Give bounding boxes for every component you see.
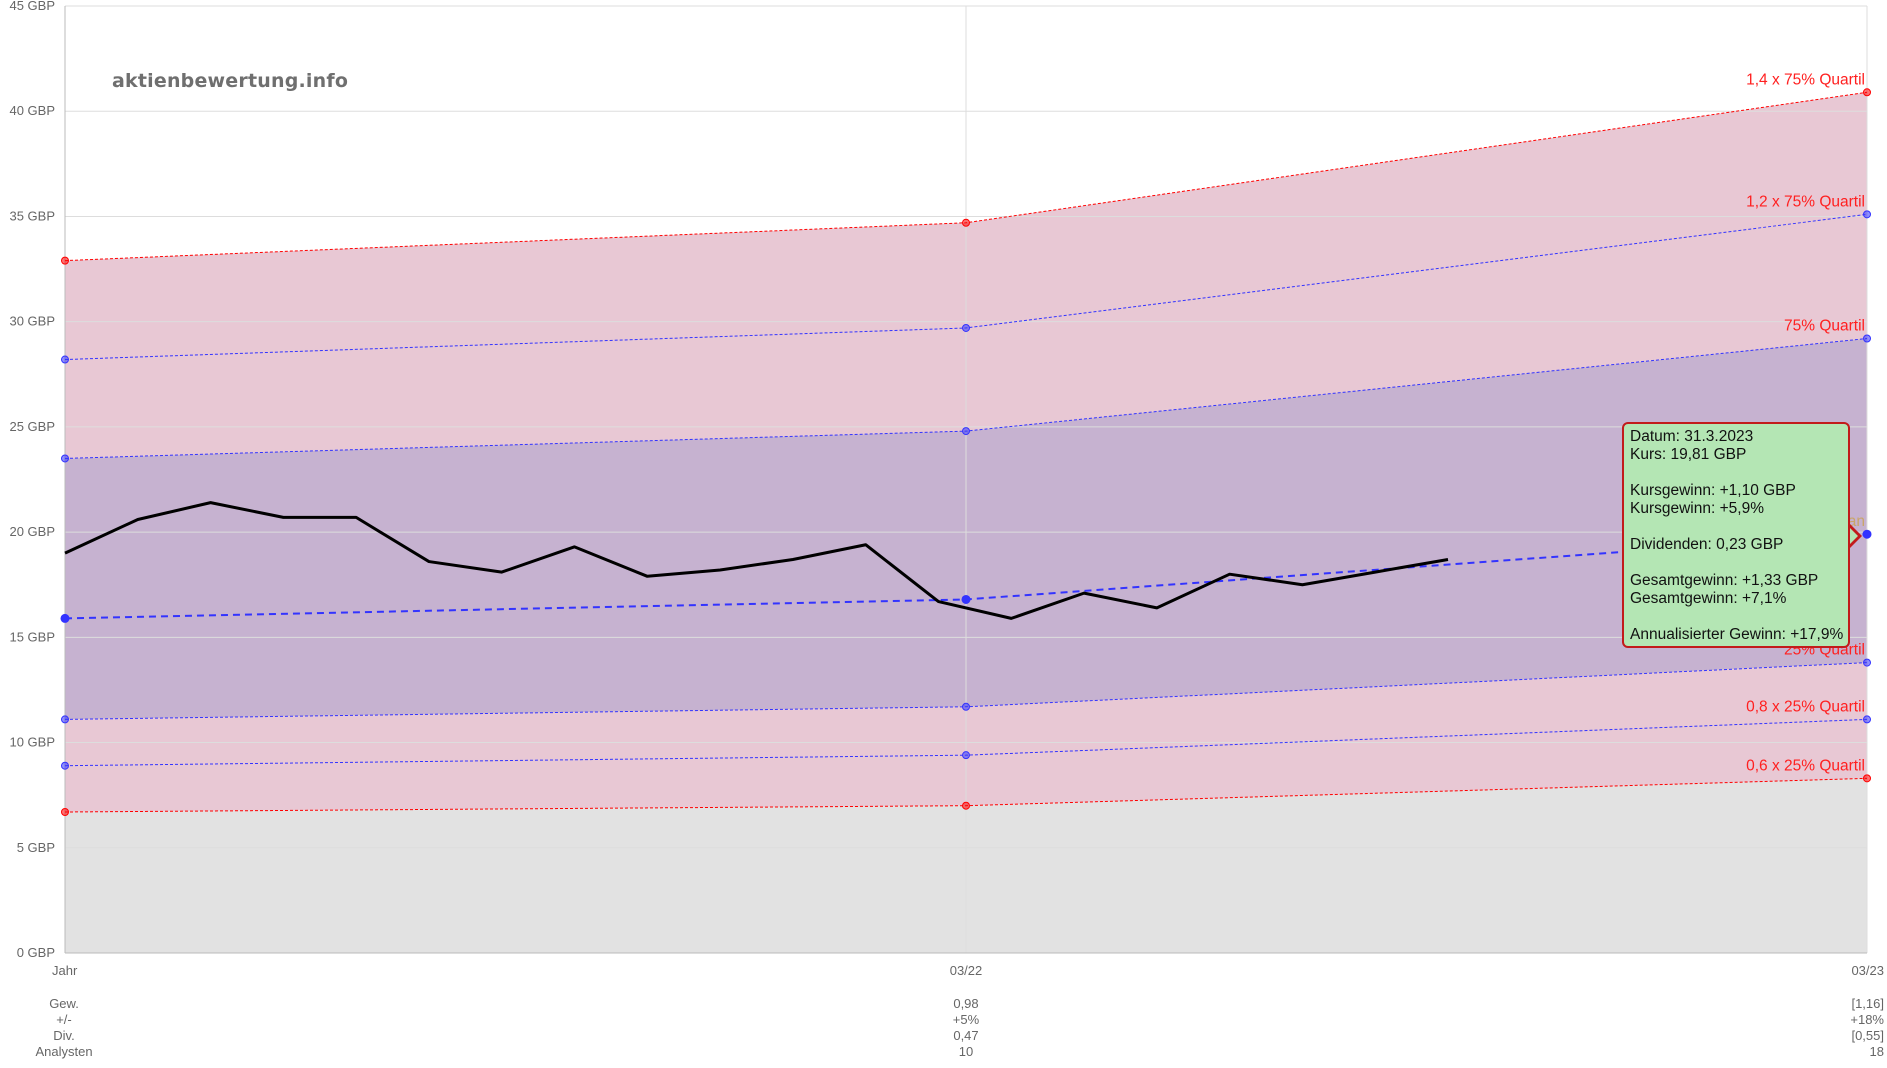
table-row-label: +/- (56, 1012, 72, 1027)
band-point (61, 761, 69, 770)
tooltip-annualized-gain: Annualisierter Gewinn: +17,9% (1630, 626, 1844, 643)
y-tick-label: 30 GBP (9, 314, 55, 329)
band-point (61, 454, 69, 463)
watermark-logo: aktienbewertung.info (112, 70, 349, 92)
band-point (962, 323, 970, 332)
band-point (1863, 88, 1871, 97)
x-tick-label: 03/23 (1851, 963, 1884, 978)
y-tick-label: 35 GBP (9, 208, 55, 223)
band-point (1863, 715, 1871, 724)
band-point (962, 427, 970, 436)
band-point (61, 808, 69, 817)
y-tick-label: 40 GBP (9, 103, 55, 118)
y-tick-label: 20 GBP (9, 524, 55, 539)
table-row-label: Analysten (35, 1044, 92, 1059)
band-point (1863, 658, 1871, 667)
tooltip-dividends: Dividenden: 0,23 GBP (1630, 536, 1784, 553)
band-label: 75% Quartil (1784, 318, 1865, 335)
table-cell: 0,98 (953, 996, 978, 1011)
band-point (61, 355, 69, 364)
tooltip-price: Kurs: 19,81 GBP (1630, 446, 1747, 463)
band-label: 1,4 x 75% Quartil (1746, 71, 1865, 88)
y-tick-label: 15 GBP (9, 629, 55, 644)
y-tick-label: 5 GBP (17, 840, 55, 855)
band-point (60, 613, 70, 623)
table-cell: [1,16] (1851, 996, 1884, 1011)
x-tick-label: Jahr (52, 963, 78, 978)
table-cell: 10 (959, 1044, 973, 1059)
tooltip-arrow-inner (1847, 525, 1858, 547)
table-row-label: Div. (53, 1028, 74, 1043)
band-point (1863, 334, 1871, 343)
tooltip-price-gain-pct: Kursgewinn: +5,9% (1630, 500, 1764, 517)
table-cell: +5% (953, 1012, 980, 1027)
data-tooltip: Datum: 31.3.2023 Kurs: 19,81 GBP Kursgew… (1622, 422, 1850, 648)
table-cell: +18% (1850, 1012, 1884, 1027)
band-point (1863, 210, 1871, 219)
band-label: 1,2 x 75% Quartil (1746, 193, 1865, 210)
price-line (64, 501, 1449, 620)
tooltip-date: Datum: 31.3.2023 (1630, 428, 1754, 445)
band-point (1863, 774, 1871, 783)
tooltip-price-gain-abs: Kursgewinn: +1,10 GBP (1630, 482, 1796, 499)
tooltip-total-gain-pct: Gesamtgewinn: +7,1% (1630, 590, 1787, 607)
table-cell: 0,47 (953, 1028, 978, 1043)
band-point (962, 751, 970, 760)
band-label: 0,8 x 25% Quartil (1746, 698, 1865, 715)
band-point (962, 218, 970, 227)
table-cell: [0,55] (1851, 1028, 1884, 1043)
band-point (962, 801, 970, 810)
table-row-label: Gew. (49, 996, 79, 1011)
band-point (61, 256, 69, 265)
band-point (961, 594, 971, 604)
x-tick-label: 03/22 (950, 963, 983, 978)
table-cell: 18 (1870, 1044, 1884, 1059)
band-point (1862, 529, 1872, 539)
y-tick-label: 10 GBP (9, 735, 55, 750)
band-label: 0,6 x 25% Quartil (1746, 757, 1865, 774)
y-tick-label: 45 GBP (9, 0, 55, 13)
band-point (61, 715, 69, 724)
tooltip-total-gain-abs: Gesamtgewinn: +1,33 GBP (1630, 572, 1819, 589)
y-tick-label: 0 GBP (17, 945, 55, 960)
y-tick-label: 25 GBP (9, 419, 55, 434)
band-point (962, 702, 970, 711)
